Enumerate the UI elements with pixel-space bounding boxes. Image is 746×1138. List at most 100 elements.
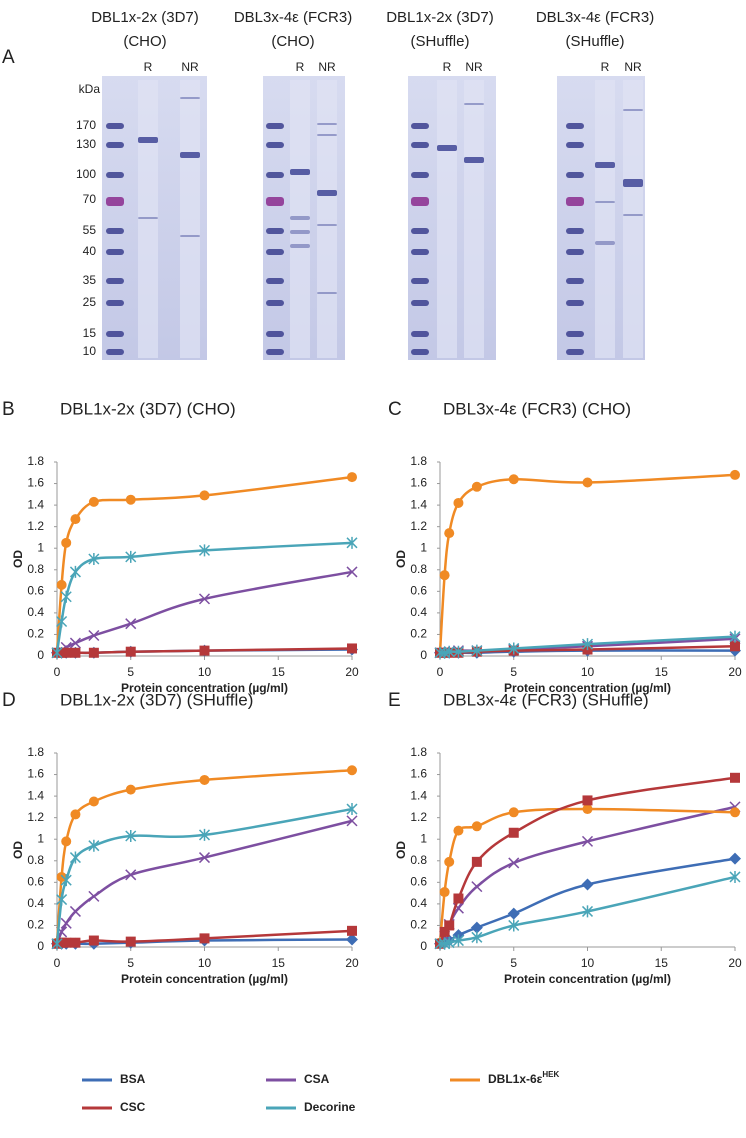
protein-band (290, 216, 310, 220)
ladder-band (566, 331, 584, 337)
data-point (70, 937, 81, 948)
y-tick-label: 1.8 (410, 745, 427, 759)
gel-lane (464, 80, 484, 358)
data-point (347, 472, 357, 483)
panel-label: A (2, 47, 15, 68)
gel-title: (CHO) (123, 33, 166, 50)
ladder-band (411, 172, 429, 178)
data-point (88, 553, 100, 565)
data-point (198, 544, 211, 557)
data-point (470, 921, 483, 934)
ladder-band (266, 142, 284, 148)
y-tick-label: 0 (420, 648, 427, 662)
ladder-band (106, 228, 124, 234)
data-point (56, 871, 67, 882)
data-point (453, 825, 464, 836)
x-tick-label: 5 (510, 956, 517, 970)
panel-label: C (388, 399, 402, 420)
data-point (508, 807, 519, 818)
y-tick-label: 1.6 (27, 476, 44, 490)
y-tick-label: 0.2 (410, 627, 427, 641)
legend-name: BSA (120, 1072, 146, 1086)
protein-band (290, 244, 310, 248)
legend-label: CSC (120, 1100, 146, 1114)
protein-band (317, 123, 337, 125)
data-point (444, 856, 455, 867)
x-tick-label: 20 (728, 665, 742, 679)
marker-label: 70 (83, 192, 97, 206)
protein-band (180, 235, 200, 237)
lane-label: R (144, 60, 153, 74)
data-point (581, 638, 594, 651)
x-tick-label: 20 (345, 956, 359, 970)
y-tick-label: 0.6 (410, 875, 427, 889)
y-axis-title: OD (394, 841, 408, 859)
marker-label: 25 (83, 295, 97, 309)
protein-band (595, 162, 615, 168)
y-tick-label: 1 (420, 540, 427, 554)
data-point (51, 646, 63, 659)
y-tick-label: 1.2 (27, 810, 44, 824)
marker-label: 100 (76, 167, 96, 181)
gel-title: DBL1x-2x (3D7) (386, 9, 494, 26)
y-tick-label: 1.6 (410, 767, 427, 781)
gel-lane (290, 80, 310, 358)
x-tick-label: 0 (54, 665, 61, 679)
gel-title: (SHuffle) (566, 33, 625, 50)
gel-lane (180, 80, 200, 358)
data-point (439, 887, 450, 898)
protein-band (317, 190, 337, 196)
series-line (439, 857, 736, 945)
series-line (55, 807, 353, 944)
data-point (88, 496, 99, 507)
data-point (88, 629, 100, 642)
data-point (199, 490, 210, 501)
x-tick-label: 10 (198, 956, 212, 970)
data-point (198, 593, 211, 605)
marker-label: 40 (83, 244, 97, 258)
chart-title: DBL1x-2x (3D7) (SHuffle) (60, 690, 253, 709)
gel-title: DBL1x-2x (3D7) (91, 9, 199, 26)
data-point (444, 920, 455, 931)
data-point (199, 645, 210, 656)
x-tick-label: 10 (198, 665, 212, 679)
ladder-band (266, 349, 284, 355)
data-point (125, 869, 137, 881)
ladder-band (106, 300, 124, 306)
data-point (61, 647, 72, 658)
data-point (51, 937, 63, 950)
x-tick-label: 20 (345, 665, 359, 679)
data-point (125, 550, 137, 563)
gel-title: (CHO) (271, 33, 314, 50)
chart-title: DBL1x-2x (3D7) (CHO) (60, 399, 236, 418)
series-line (55, 541, 353, 653)
protein-band (623, 109, 643, 111)
lane-label: NR (318, 60, 336, 74)
data-point (346, 803, 358, 816)
protein-band (317, 134, 337, 136)
data-point (346, 815, 358, 827)
data-point (508, 642, 520, 655)
data-point (453, 893, 464, 904)
ladder-band (266, 331, 284, 337)
y-tick-label: 0.4 (27, 896, 44, 910)
data-point (346, 566, 358, 578)
chart-title: DBL3x-4ε (FCR3) (CHO) (443, 399, 631, 418)
data-point (199, 774, 210, 785)
protein-band (317, 292, 337, 294)
ladder-band (566, 249, 584, 255)
y-tick-label: 1.4 (27, 788, 44, 802)
x-tick-label: 10 (581, 956, 595, 970)
panel-label: E (388, 690, 401, 711)
y-tick-label: 0.8 (410, 853, 427, 867)
data-point (508, 857, 520, 869)
legend-label: BSA (120, 1072, 146, 1086)
legend-name: DBL1x-6ε (488, 1072, 543, 1086)
data-point (70, 514, 81, 525)
legend-name: CSC (120, 1100, 146, 1114)
data-point (471, 931, 483, 944)
data-point (88, 796, 99, 807)
series-line (438, 805, 736, 945)
y-tick-label: 1.8 (410, 454, 427, 468)
